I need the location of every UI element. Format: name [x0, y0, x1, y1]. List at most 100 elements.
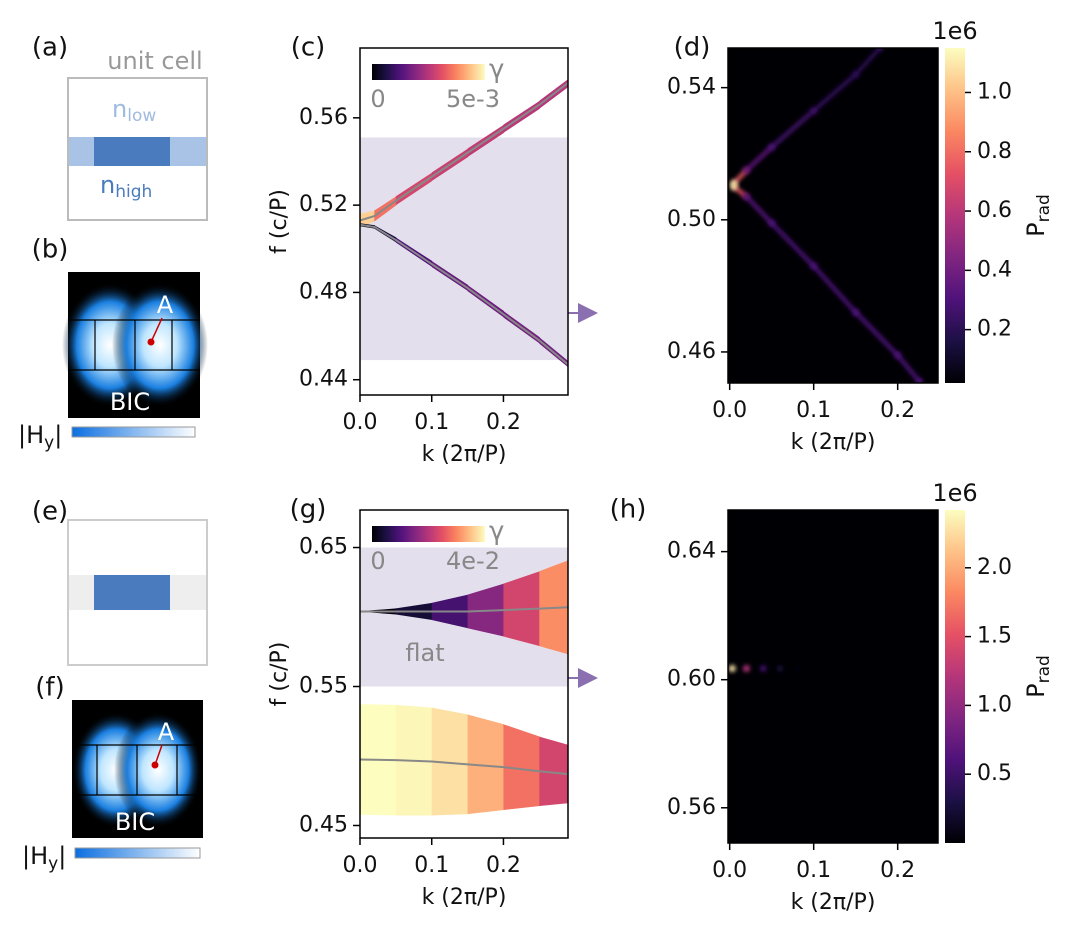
colorbar-label-base: P	[1022, 222, 1050, 236]
y-tick-label: 0.60	[667, 667, 716, 692]
band-segment	[467, 714, 504, 815]
colorbar	[945, 510, 965, 843]
plot-frame	[727, 509, 939, 844]
ridge-point	[894, 351, 902, 359]
colorbar-label-sub: rad	[1034, 194, 1054, 222]
plot-area	[728, 48, 938, 383]
y-tick-label: 0.54	[667, 75, 716, 100]
colorbar-tick-label: 0.5	[977, 761, 1012, 786]
band-segment	[503, 724, 540, 811]
ridge-point	[728, 664, 736, 672]
pointer	[154, 744, 163, 766]
x-tick-label: 0.1	[414, 853, 449, 878]
ridge-point	[742, 166, 750, 174]
colorbar-tick-label: 0.2	[977, 317, 1012, 342]
panel-label: (f)	[35, 673, 64, 703]
n-low: nlow	[112, 95, 156, 126]
mode-label: BIC	[110, 388, 150, 416]
ridge-segment	[770, 221, 816, 268]
heatmap-background	[728, 510, 938, 843]
plot-area	[360, 547, 568, 816]
cell-box	[67, 77, 208, 221]
colorbar-tick-label: 0	[370, 85, 385, 113]
band-segment	[431, 707, 469, 816]
ridge-point	[759, 664, 767, 672]
y-tick-label: 0.56	[299, 105, 348, 130]
x-tick-label: 0.2	[880, 858, 915, 883]
field-colorbar	[71, 426, 196, 438]
cell-outline	[68, 319, 200, 371]
ridge-point	[742, 664, 750, 672]
ridge-point	[852, 308, 860, 316]
colorbar-label: Prad	[1022, 194, 1054, 237]
ridge-segment	[745, 145, 774, 172]
x-tick-label: 0.1	[796, 858, 831, 883]
plot-area	[728, 510, 938, 843]
ridge-point	[730, 183, 738, 191]
point-a	[147, 338, 155, 346]
colorbar-tick-label: 5e-3	[446, 85, 500, 113]
x-tick-label: 0.1	[796, 398, 831, 423]
ridge-point	[776, 664, 784, 672]
ridge-point	[742, 193, 750, 201]
colorbar-label: Prad	[1022, 655, 1054, 698]
ridge-point	[768, 143, 776, 151]
x-tick-label: 0.0	[343, 410, 378, 435]
cell-outline	[72, 744, 203, 796]
ridge-point	[810, 107, 818, 115]
colorbar-tick-label: 1.5	[977, 624, 1012, 649]
y-tick-label: 0.55	[299, 674, 348, 699]
cell-title: unit cell	[107, 47, 202, 75]
y-tick-label: 0.50	[667, 207, 716, 232]
mode-label: BIC	[115, 808, 155, 836]
field-colorbar	[74, 847, 201, 859]
colorbar-scale: 1e6	[932, 17, 977, 45]
ridge-point	[793, 664, 801, 672]
panel-label: (h)	[610, 495, 647, 525]
colorbar-tick-label: 1.0	[977, 79, 1012, 104]
pointer	[150, 317, 163, 343]
y-tick-label: 0.46	[667, 339, 716, 364]
field-lobe	[112, 283, 208, 407]
colorbar	[372, 526, 485, 542]
x-tick-label: 0.2	[486, 410, 521, 435]
y-tick-label: 0.45	[299, 812, 348, 837]
colorbar-label-sub: rad	[1034, 655, 1054, 683]
ridge-point	[852, 70, 860, 78]
band-segment	[539, 736, 568, 806]
x-axis-label: k (2π/P)	[791, 430, 876, 455]
x-tick-label: 0.0	[343, 853, 378, 878]
ridge-segment	[854, 48, 882, 76]
colorbar-tick-label: 0.8	[977, 139, 1012, 164]
colorbar-tick-label: 0.6	[977, 198, 1012, 223]
plot-frame	[727, 47, 939, 384]
field-scale: |Hy|	[22, 842, 66, 874]
x-tick-label: 0.2	[880, 398, 915, 423]
panel-label: (b)	[32, 235, 69, 265]
center-line	[360, 82, 568, 222]
heatmap-background	[728, 48, 938, 383]
ridge-segment	[812, 264, 858, 314]
ridge-point	[916, 378, 924, 383]
ridge-segment	[770, 109, 815, 149]
center-line	[360, 223, 568, 366]
center-line	[360, 606, 568, 613]
y-tick-label: 0.44	[299, 367, 348, 392]
x-tick-label: 0.0	[712, 858, 747, 883]
x-axis-label: k (2π/P)	[422, 885, 507, 910]
center-line	[360, 758, 568, 776]
annotation: flat	[405, 639, 444, 667]
colorbar-label: γ	[489, 517, 504, 547]
point-label: A	[158, 718, 175, 746]
ridge-point	[810, 262, 818, 270]
cell-core	[94, 575, 170, 610]
colorbar-tick-label: 0	[370, 547, 385, 575]
y-tick-label: 0.56	[667, 795, 716, 820]
colorbar-tick-label: 2.0	[977, 555, 1012, 580]
point-a	[151, 761, 159, 769]
y-tick-label: 0.48	[299, 279, 348, 304]
panel-label: (a)	[32, 33, 68, 63]
y-axis-label: f (c/P)	[267, 642, 292, 707]
colorbar	[372, 64, 485, 80]
